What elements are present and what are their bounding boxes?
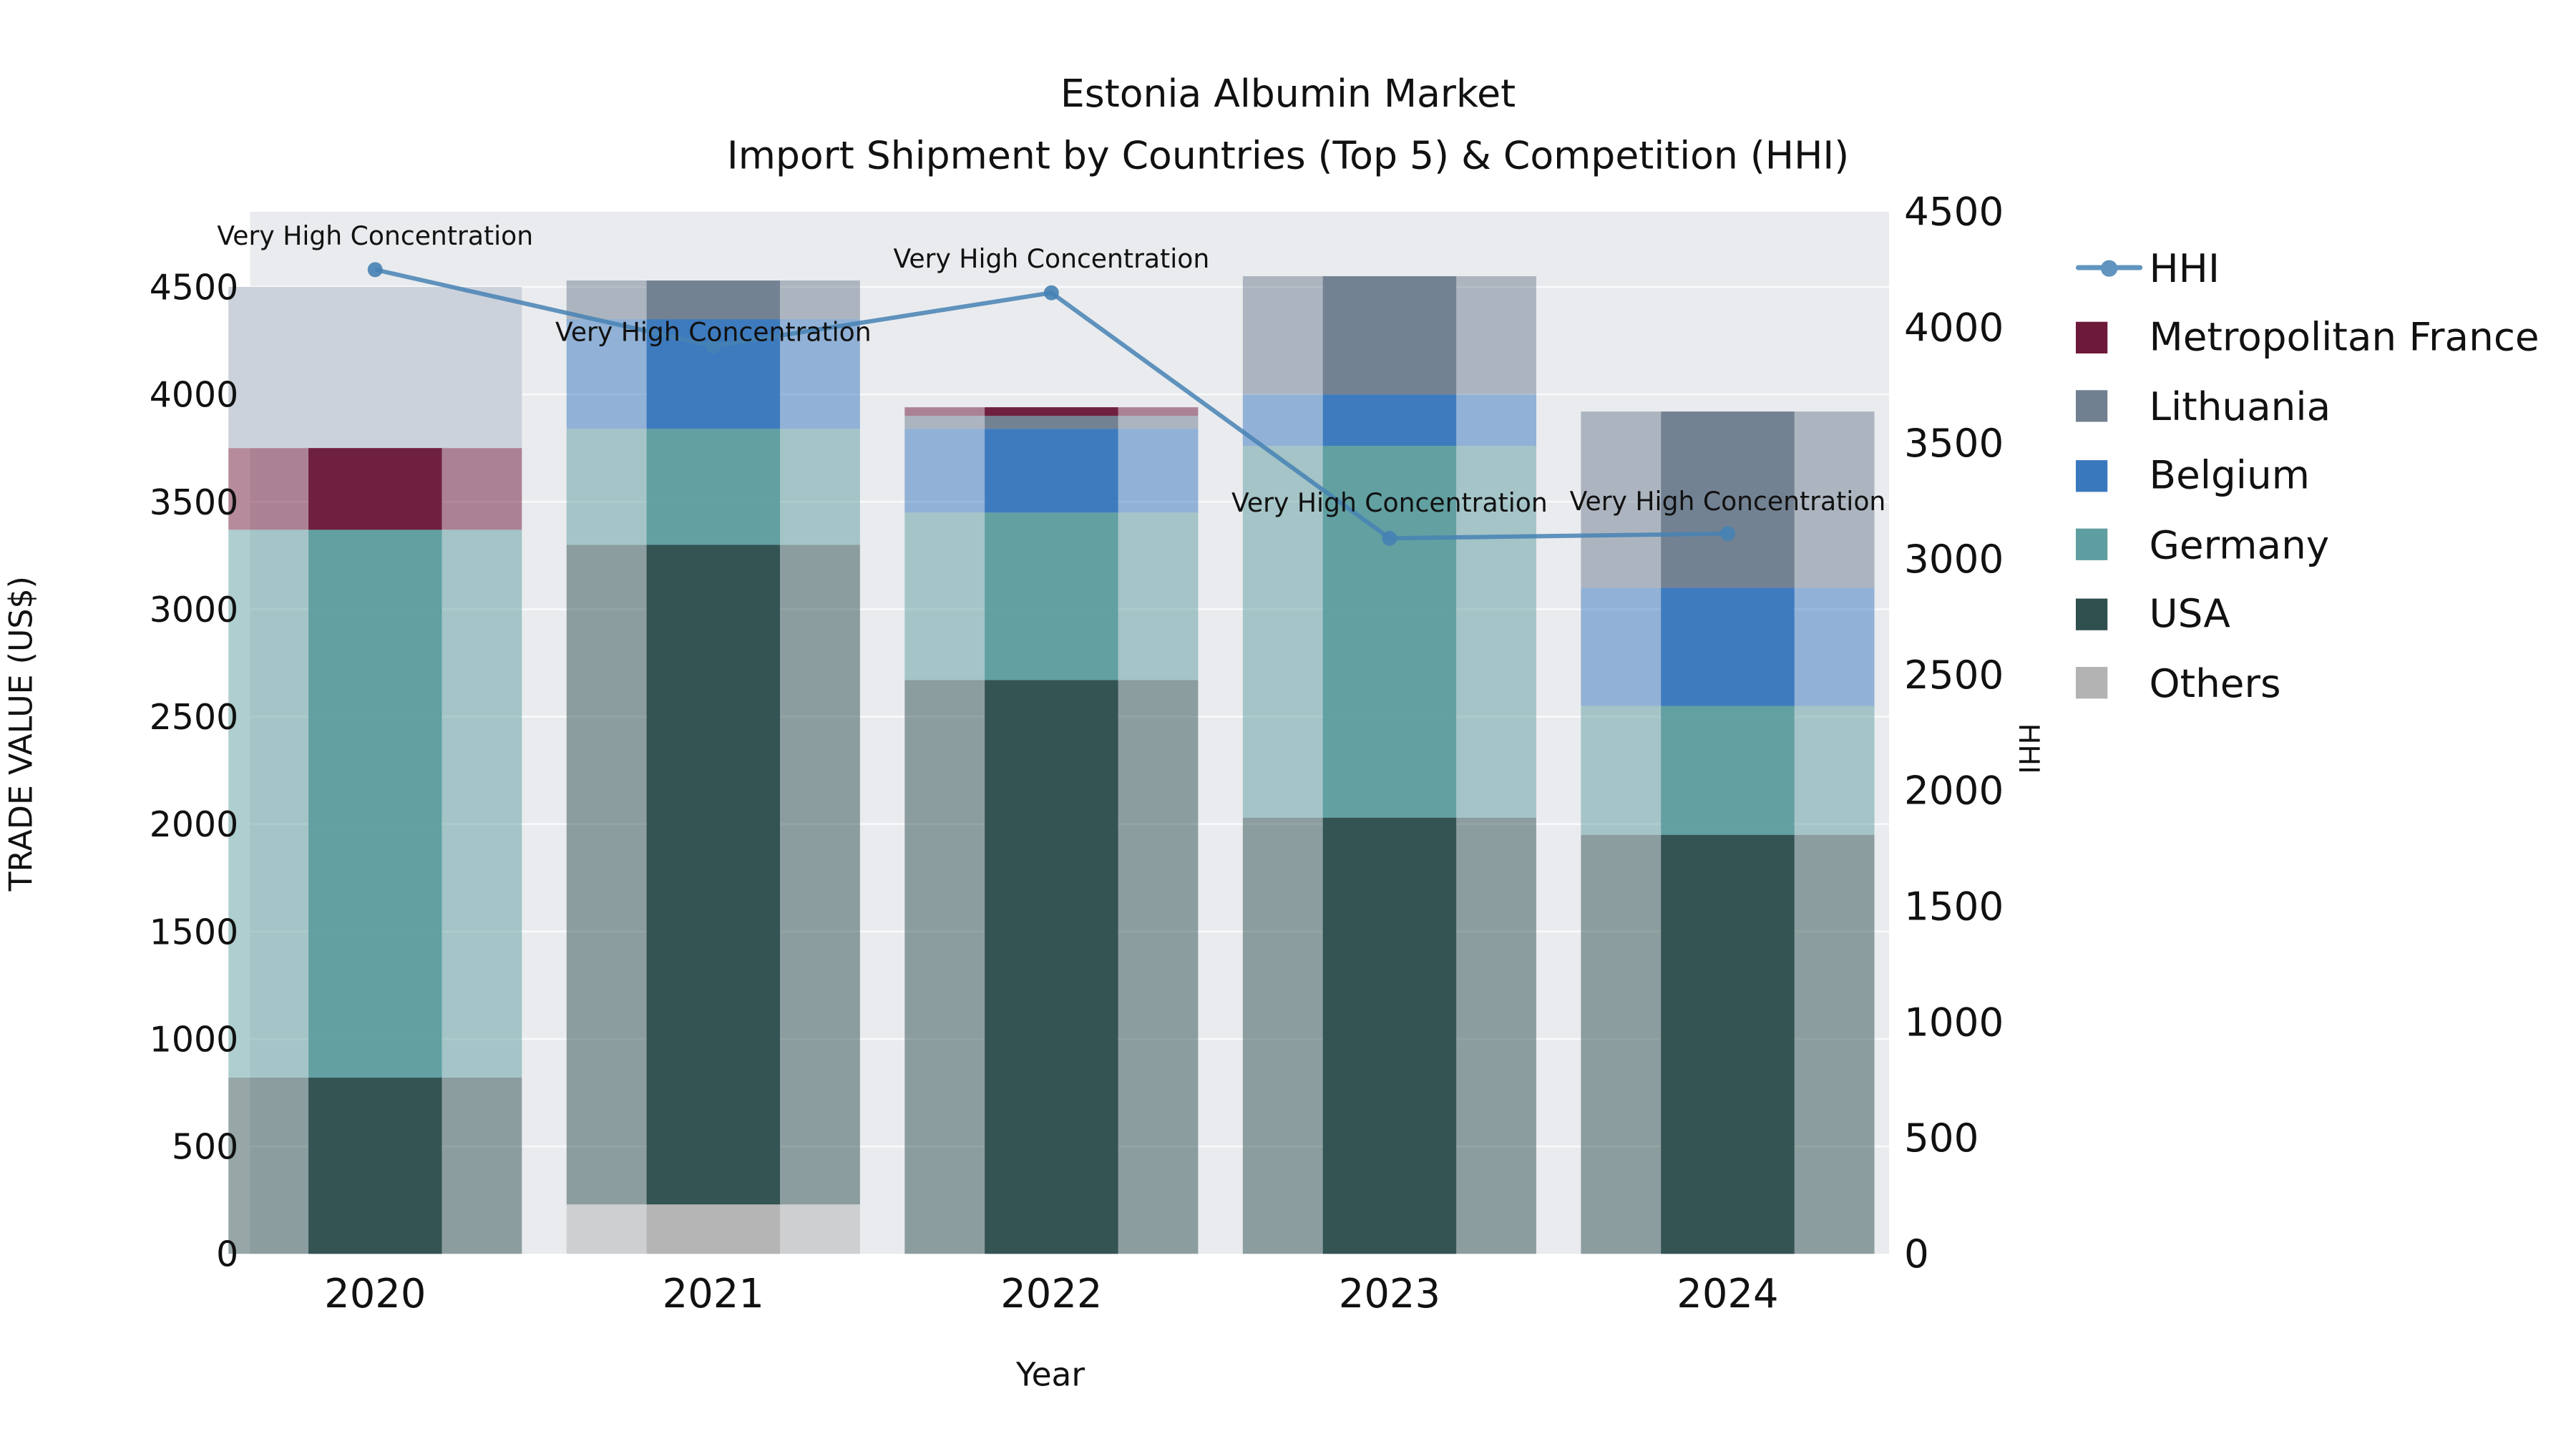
bar-segment-germany — [308, 530, 442, 1078]
y-right-tick-label: 4500 — [1904, 189, 2004, 235]
hhi-annotation: Very High Concentration — [555, 317, 872, 348]
x-axis-title: Year — [1015, 1355, 1085, 1394]
hhi-marker-dot-icon — [2100, 259, 2118, 277]
bar-segment-lithuania — [1322, 276, 1457, 395]
x-tick-label: 2024 — [1677, 1271, 1778, 1317]
legend-label: HHI — [2149, 244, 2220, 292]
y-right-tick-label: 500 — [1904, 1115, 1979, 1161]
y-left-tick-label: 3500 — [150, 482, 239, 523]
y-right-tick-label: 3000 — [1904, 536, 2004, 582]
y-left-tick-label: 2500 — [150, 697, 239, 738]
y-left-tick-label: 4500 — [150, 267, 239, 308]
legend-label: Lithuania — [2149, 383, 2331, 430]
color-swatch-icon — [2075, 529, 2108, 561]
hhi-marker — [1382, 530, 1397, 546]
y-right-tick-label: 4000 — [1904, 304, 2004, 350]
hhi-annotation: Very High Concentration — [893, 243, 1209, 274]
bar-segment-metropolitan-france — [985, 407, 1118, 416]
y-right-tick-label: 3500 — [1904, 420, 2004, 466]
bar-segment-lithuania — [646, 280, 781, 320]
bar-segment-lithuania — [985, 416, 1118, 429]
bar-segment-usa — [985, 680, 1118, 1254]
bar-segment-belgium — [1322, 394, 1457, 447]
color-swatch-icon — [2075, 459, 2108, 492]
y-right-tick-label: 2500 — [1904, 652, 2004, 698]
legend-item-belgium[interactable]: Belgium — [2075, 441, 2540, 510]
hhi-annotation: Very High Concentration — [1570, 486, 1886, 517]
legend-item-usa[interactable]: USA — [2075, 580, 2540, 649]
x-tick-label: 2023 — [1339, 1271, 1440, 1317]
y-right-tick-label: 1000 — [1904, 999, 2004, 1045]
legend-label: Belgium — [2149, 452, 2310, 499]
hhi-marker — [1719, 526, 1735, 542]
y-left-tick-label: 3000 — [150, 590, 239, 630]
hhi-annotation: Very High Concentration — [1231, 487, 1548, 518]
bar-segment-usa — [1322, 817, 1457, 1254]
bar-segment-germany — [985, 512, 1118, 680]
x-tick-label: 2022 — [1000, 1271, 1102, 1317]
legend-label: Metropolitan France — [2149, 313, 2540, 361]
color-swatch-icon — [2075, 597, 2108, 630]
legend: HHI Metropolitan France Lithuania Belgiu… — [2075, 233, 2540, 718]
y-axis-left-title: TRADE VALUE (US$) — [3, 576, 40, 892]
color-swatch-icon — [2075, 321, 2108, 353]
hhi-marker — [706, 338, 721, 354]
bar-segment-belgium — [1661, 587, 1795, 706]
y-left-tick-label: 0 — [216, 1234, 238, 1275]
bar-segment-germany — [646, 429, 781, 545]
legend-item-hhi[interactable]: HHI — [2075, 233, 2540, 303]
y-left-tick-label: 4000 — [150, 375, 239, 416]
backdrop-bar — [228, 287, 522, 449]
legend-label: USA — [2149, 590, 2230, 638]
bar-segment-usa — [1661, 834, 1795, 1254]
bar-segment-others — [646, 1204, 781, 1254]
hhi-annotation: Very High Concentration — [217, 220, 533, 251]
y-right-tick-label: 1500 — [1904, 883, 2004, 929]
legend-item-metropolitan-france[interactable]: Metropolitan France — [2075, 303, 2540, 372]
hhi-marker — [367, 262, 383, 278]
bar-segment-metropolitan-france — [308, 448, 442, 530]
bar-segment-usa — [646, 545, 781, 1205]
bar-segment-usa — [308, 1078, 442, 1254]
legend-label: Germany — [2149, 521, 2330, 568]
legend-item-lithuania[interactable]: Lithuania — [2075, 372, 2540, 441]
y-right-tick-label: 0 — [1904, 1231, 1929, 1277]
legend-item-germany[interactable]: Germany — [2075, 510, 2540, 580]
color-swatch-icon — [2075, 390, 2108, 423]
y-left-tick-label: 1500 — [150, 912, 239, 952]
bar-segment-belgium — [985, 429, 1118, 513]
y-right-tick-label: 2000 — [1904, 768, 2004, 814]
y-left-tick-label: 500 — [172, 1127, 238, 1168]
y-left-tick-label: 2000 — [150, 804, 239, 845]
chart-title: Estonia Albumin Market — [1060, 73, 1516, 117]
chart-subtitle: Import Shipment by Countries (Top 5) & C… — [726, 135, 1850, 179]
bar-segment-germany — [1661, 706, 1795, 835]
hhi-marker — [1043, 285, 1059, 301]
x-tick-label: 2021 — [663, 1271, 764, 1317]
color-swatch-icon — [2075, 667, 2108, 699]
legend-item-others[interactable]: Others — [2075, 648, 2540, 718]
x-tick-label: 2020 — [324, 1271, 426, 1317]
y-left-tick-label: 1000 — [150, 1019, 239, 1060]
bar-segment-lithuania — [1661, 411, 1795, 588]
hhi-line-swatch-icon — [2075, 259, 2143, 277]
y-axis-right-title: HHI — [2011, 723, 2044, 774]
legend-label: Others — [2149, 660, 2281, 707]
